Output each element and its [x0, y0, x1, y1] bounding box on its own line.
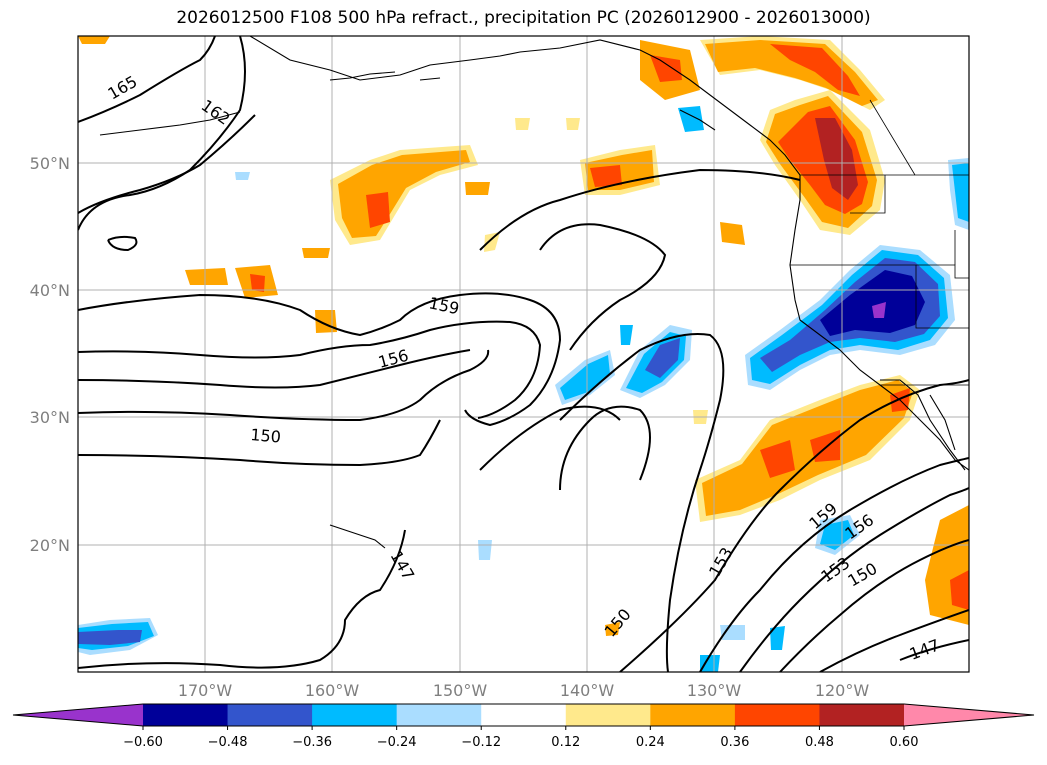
lat-tick-label: 50°N: [30, 154, 70, 173]
colorbar-tick-label: 0.24: [636, 735, 665, 750]
lat-tick-label: 20°N: [30, 536, 70, 555]
colorbar-tick-label: 0.48: [805, 735, 834, 750]
lon-tick-label: 170°W: [178, 681, 233, 700]
colorbar-tick-label: −0.36: [292, 735, 332, 750]
colorbar-segment: [819, 704, 905, 726]
colorbar-tick-label: −0.24: [377, 735, 417, 750]
colorbar-tick-label: −0.12: [461, 735, 501, 750]
precip-negative-areas: [78, 106, 969, 672]
coastlines: [99, 36, 969, 549]
colorbar-segment: [650, 704, 736, 726]
colorbar-segment: [565, 704, 651, 726]
colorbar-tick-label: 0.12: [551, 735, 580, 750]
colorbar-segment: [481, 704, 567, 726]
colorbar-segment: [734, 704, 820, 726]
colorbar-tick-label: 0.36: [720, 735, 749, 750]
map-gridlines: [78, 36, 969, 672]
lon-tick-label: 140°W: [560, 681, 615, 700]
lon-tick-label: 130°W: [687, 681, 742, 700]
longitude-labels: 170°W 160°W 150°W 140°W 130°W 120°W: [178, 681, 870, 700]
colorbar-extend-min: [13, 704, 143, 726]
lat-tick-label: 30°N: [30, 408, 70, 427]
lon-tick-label: 160°W: [305, 681, 360, 700]
precip-positive-areas: [78, 36, 969, 636]
map-plot-area: 165 162 159 156 150 147 153 159 156 153 …: [78, 36, 969, 672]
colorbar-segment: [396, 704, 482, 726]
colorbar-segment: [143, 704, 229, 726]
colorbar-segment: [312, 704, 398, 726]
map-title: 2026012500 F108 500 hPa refract., precip…: [176, 8, 871, 28]
latitude-labels: 50°N 40°N 30°N 20°N: [30, 154, 70, 555]
contour-label: 150: [250, 425, 282, 447]
colorbar-tick-label: −0.60: [123, 735, 163, 750]
contour-lines: [78, 36, 969, 672]
colorbar-extend-max: [904, 704, 1034, 726]
lon-tick-label: 120°W: [815, 681, 870, 700]
colorbar-tick-label: 0.60: [890, 735, 919, 750]
plot-frame: [77, 35, 970, 673]
country-borders: [790, 99, 969, 386]
lat-tick-label: 40°N: [30, 281, 70, 300]
lon-tick-label: 150°W: [433, 681, 488, 700]
colorbar: −0.60 −0.48 −0.36 −0.24 −0.12 0.12 0.24 0.36 0.4…: [12, 703, 1035, 750]
colorbar-segment: [227, 704, 313, 726]
colorbar-tick-label: −0.48: [208, 735, 248, 750]
